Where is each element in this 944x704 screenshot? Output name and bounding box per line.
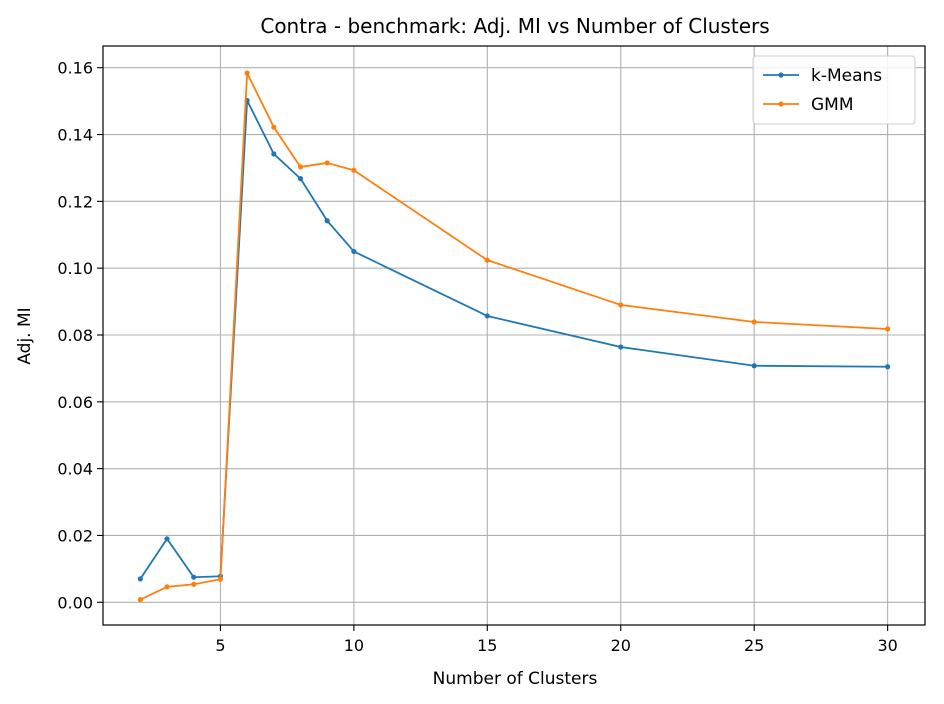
y-tick-label: 0.10 [57,259,93,278]
legend-label: k-Means [811,66,882,86]
x-tick-label: 30 [877,636,897,655]
y-tick-label: 0.00 [57,593,93,612]
data-point [618,302,624,308]
x-tick-label: 5 [215,636,225,655]
y-tick-label: 0.16 [57,59,93,78]
data-point [351,167,357,173]
data-point [191,574,197,580]
y-tick-label: 0.08 [57,326,93,345]
y-tick-label: 0.02 [57,526,93,545]
data-point [217,576,224,582]
data-point [191,581,197,587]
y-tick-label: 0.12 [57,192,93,211]
data-point [484,257,490,263]
series-k-means [137,97,891,582]
data-point [164,536,170,542]
series-gmm [137,70,891,603]
data-point [324,218,330,224]
data-point [751,319,757,325]
series-layer [137,70,891,603]
y-tick-label: 0.04 [57,460,93,479]
chart-title: Contra - benchmark: Adj. MI vs Number of… [260,14,769,38]
legend-item: GMM [763,95,854,115]
x-tick-label: 10 [344,636,364,655]
data-point [297,164,304,170]
axis-ticks: 5 10 15 20 25 30 0.00 0.02 0.04 0.06 0.08 0.10 0.12 0… [57,59,897,655]
data-point [885,326,891,332]
x-tick-label: 25 [744,636,764,655]
data-point [244,70,250,76]
data-point [324,160,330,166]
data-point [271,124,277,130]
y-axis-label: Adj. MI [15,307,35,364]
data-point [137,597,143,603]
series-line [139,72,888,601]
grid [103,46,925,625]
x-tick-label: 15 [477,636,497,655]
y-tick-label: 0.14 [57,126,93,145]
legend: k-Means GMM [752,55,916,125]
data-point [164,584,170,590]
data-point [885,364,891,370]
data-point [751,363,757,369]
y-tick-label: 0.06 [57,393,93,412]
data-point [351,248,357,255]
data-point [618,344,624,350]
legend-label: GMM [811,95,854,115]
legend-swatch-marker [778,72,784,78]
legend-item: k-Means [763,66,882,86]
legend-swatch-marker [778,101,784,107]
x-axis-label: Number of Clusters [433,669,598,689]
data-point [137,576,143,582]
data-point [271,151,277,157]
x-tick-label: 20 [611,636,631,655]
data-point [297,176,304,182]
series-line [139,99,888,580]
data-point [484,313,490,319]
legend-box [752,55,916,125]
